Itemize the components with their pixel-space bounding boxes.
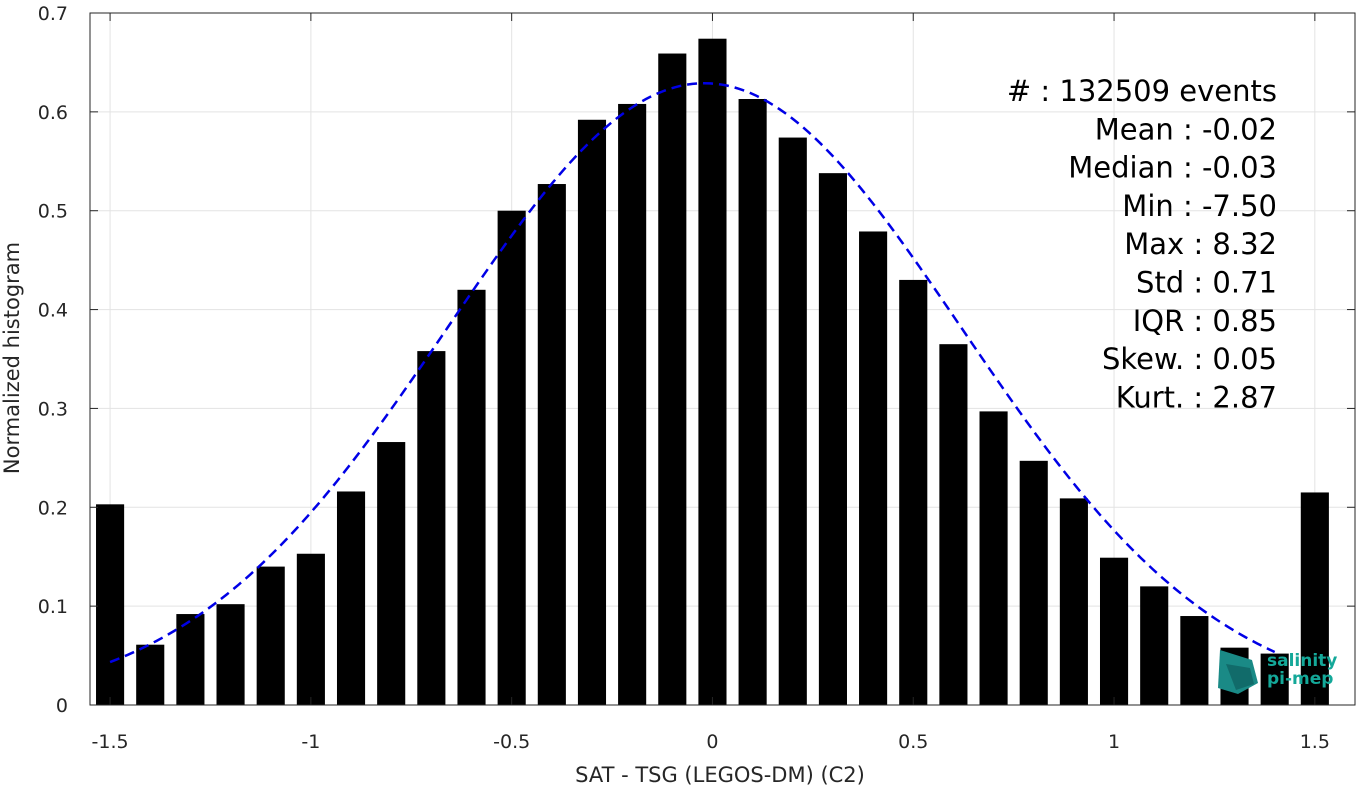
histogram-bar — [457, 289, 486, 705]
histogram-bar — [537, 184, 566, 706]
y-tick-label: 0.2 — [38, 497, 68, 519]
histogram-bar — [136, 644, 165, 705]
histogram-bar — [1059, 498, 1088, 705]
histogram-bar — [618, 103, 647, 706]
gaussian-fit-curve — [109, 81, 1276, 664]
x-tick-label: 1.5 — [1300, 731, 1330, 753]
logo-mark-shade — [1226, 664, 1254, 690]
histogram-bar — [216, 604, 245, 705]
histogram-bar — [176, 614, 205, 705]
axes-layer — [89, 12, 1356, 706]
x-tick-label: -1 — [301, 731, 320, 753]
x-tick-label: 1 — [1108, 731, 1120, 753]
stat-annotation-line: # : 132509 events — [1007, 74, 1277, 108]
stat-annotation-line: Median : -0.03 — [1068, 151, 1277, 185]
logo-text-line1: salinity — [1267, 651, 1337, 671]
salinity-pimep-logo: salinity pi-mep — [1218, 650, 1337, 694]
fit-curve-layer — [109, 81, 1276, 664]
histogram-bar — [1140, 586, 1169, 705]
histogram-bar — [1260, 653, 1289, 705]
histogram-bar — [979, 411, 1008, 705]
histogram-bar — [377, 442, 406, 705]
histogram-bar — [899, 279, 928, 705]
x-tick-label: 0 — [706, 731, 718, 753]
histogram-bar — [859, 231, 888, 705]
histogram-bar — [1300, 492, 1329, 705]
tick-labels-layer: -1.5 -1 -0.5 0 0.5 1 1.5 0 0.1 0.2 0.3 0.4 0.5 0.6 0.7 — [38, 3, 1330, 753]
histogram-bar — [256, 566, 285, 705]
y-tick-label: 0.4 — [38, 300, 68, 322]
histogram-bar — [698, 38, 727, 705]
stat-annotation-line: Max : 8.32 — [1124, 227, 1277, 261]
logo-text-line2: pi-mep — [1267, 669, 1333, 689]
stat-annotation-line: IQR : 0.85 — [1133, 304, 1277, 338]
y-tick-label: 0.6 — [38, 102, 68, 124]
x-axis-title: SAT - TSG (LEGOS-DM) (C2) — [575, 763, 865, 785]
histogram-bar — [96, 504, 125, 705]
histogram-bar — [778, 137, 807, 705]
stat-annotation-line: Kurt. : 2.87 — [1116, 380, 1277, 414]
histogram-bar — [296, 553, 325, 705]
histogram-bar — [497, 210, 526, 705]
y-tick-label: 0.7 — [38, 3, 68, 25]
histogram-bar — [1099, 557, 1129, 705]
histogram-bar — [939, 344, 968, 705]
histogram-bar — [1180, 616, 1209, 705]
histogram-bar — [738, 99, 767, 705]
histogram-bar — [658, 53, 687, 705]
y-tick-label: 0.3 — [38, 398, 68, 420]
bars-layer — [96, 38, 1329, 706]
x-tick-label: 0.5 — [898, 731, 928, 753]
x-tick-label: -1.5 — [92, 731, 129, 753]
stats-annotation: # : 132509 events Mean : -0.02 Median : -0… — [1007, 74, 1277, 414]
axes-box — [89, 12, 1356, 706]
stat-annotation-line: Mean : -0.02 — [1095, 112, 1277, 146]
histogram-bar — [1019, 460, 1048, 705]
stat-annotation-line: Std : 0.71 — [1136, 266, 1277, 300]
stat-annotation-line: Min : -7.50 — [1122, 189, 1277, 223]
histogram-bar — [336, 491, 366, 705]
y-tick-label: 0.1 — [38, 596, 68, 618]
histogram-bar — [818, 173, 847, 706]
histogram-bar — [417, 351, 446, 705]
histogram-bar — [577, 119, 607, 705]
x-tick-label: -0.5 — [493, 731, 530, 753]
y-tick-label: 0 — [56, 695, 68, 717]
stat-annotation-line: Skew. : 0.05 — [1102, 342, 1277, 376]
y-axis-title: Normalized histogram — [0, 242, 24, 474]
y-tick-label: 0.5 — [38, 201, 68, 223]
